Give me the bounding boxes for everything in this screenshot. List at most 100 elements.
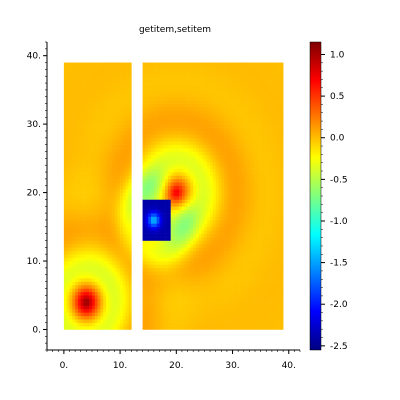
heatmap-cell [229,154,233,159]
heatmap-cell [145,281,149,286]
heatmap-cell [173,209,177,214]
heatmap-cell [215,151,219,156]
heatmap-cell [167,127,171,132]
heatmap-cell [243,103,247,108]
heatmap-cell [80,233,84,238]
heatmap-cell [198,302,202,306]
heatmap-cell [210,233,214,238]
heatmap-cell [120,127,124,132]
heatmap-cell [83,158,87,163]
heatmap-cell [190,79,194,84]
heatmap-cell [240,178,245,183]
heatmap-cell [77,240,82,245]
heatmap-cell [151,281,155,286]
heatmap-cell [204,161,208,166]
heatmap-cell [156,182,160,187]
heatmap-cell [181,189,186,193]
heatmap-cell [173,113,177,118]
heatmap-cell [224,250,228,255]
heatmap-cell [125,295,129,299]
heatmap-cell [66,178,70,183]
heatmap-cell [184,175,188,180]
heatmap-cell [125,182,129,187]
heatmap-cell [165,154,169,159]
heatmap-cell [198,213,202,217]
heatmap-cell [232,254,236,258]
heatmap-cell [201,117,205,122]
heatmap-cell [204,274,208,279]
heatmap-cell [243,175,247,180]
heatmap-cell [235,127,239,132]
heatmap-cell [181,223,186,228]
heatmap-cell [198,264,202,269]
heatmap-cell [153,319,157,323]
heatmap-cell [80,261,84,265]
heatmap-cell [193,240,197,245]
heatmap-cell [176,308,180,313]
heatmap-cell [89,130,93,135]
heatmap-cell [224,308,228,313]
heatmap-cell [181,117,186,122]
heatmap-cell [229,250,233,255]
heatmap-cell [187,257,191,262]
heatmap-cell [83,65,87,70]
heatmap-cell [218,264,222,269]
heatmap-cell [226,172,231,176]
heatmap-cell [173,178,177,183]
heatmap-cell [201,96,205,101]
heatmap-cell [235,107,239,111]
heatmap-cell [238,137,242,142]
heatmap-cell [226,185,231,190]
heatmap-cell [243,189,247,193]
heatmap-cell [215,96,219,101]
heatmap-cell [235,89,239,94]
heatmap-cell [125,107,129,111]
heatmap-cell [170,72,174,77]
heatmap-cell [204,175,208,180]
heatmap-cell [83,199,87,204]
heatmap-cell [117,247,121,252]
heatmap-cell [221,96,225,101]
heatmap-cell [145,165,149,169]
heatmap-cell [238,151,242,156]
heatmap-cell [210,237,214,241]
heatmap-cell [162,178,166,183]
heatmap-cell [97,196,101,200]
heatmap-cell [114,175,118,180]
heatmap-cell [69,178,73,183]
heatmap-cell [167,158,171,163]
heatmap-cell [190,86,194,91]
heatmap-cell [128,209,132,214]
heatmap-cell [184,134,188,139]
heatmap-cell [215,250,219,255]
heatmap-cell [193,196,197,200]
heatmap-cell [212,144,216,149]
heatmap-cell [86,206,90,210]
heatmap-cell [114,93,118,98]
heatmap-cell [103,274,107,279]
heatmap-cell [69,230,73,234]
heatmap-cell [240,144,245,149]
heatmap-cell [114,161,118,166]
heatmap-cell [63,89,67,94]
heatmap-cell [153,240,157,245]
heatmap-cell [89,154,93,159]
heatmap-cell [215,295,219,299]
heatmap-cell [103,267,107,272]
heatmap-cell [148,209,152,214]
heatmap-cell [179,271,183,276]
heatmap-cell [235,120,239,125]
heatmap-cell [94,185,98,190]
heatmap-cell [190,305,194,310]
heatmap-cell [125,127,129,132]
heatmap-cell [215,288,219,293]
heatmap-cell [108,130,112,135]
heatmap-cell [66,120,70,125]
heatmap-cell [159,196,163,200]
heatmap-cell [83,185,87,190]
heatmap-cell [103,161,107,166]
heatmap-cell [114,326,118,330]
heatmap-cell [221,254,225,258]
heatmap-cell [111,86,115,91]
heatmap-cell [170,295,174,299]
